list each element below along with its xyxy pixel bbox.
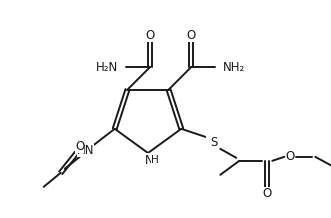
Text: H₂N: H₂N [96, 61, 118, 73]
Text: O: O [263, 187, 272, 200]
Text: O: O [145, 29, 155, 42]
Text: NH₂: NH₂ [223, 61, 246, 73]
Text: N: N [145, 153, 153, 167]
Text: O: O [286, 150, 295, 163]
Text: H: H [151, 155, 158, 165]
Text: S: S [211, 136, 218, 149]
Text: O: O [75, 140, 84, 153]
Text: O: O [187, 29, 196, 42]
Text: HN: HN [77, 144, 94, 157]
